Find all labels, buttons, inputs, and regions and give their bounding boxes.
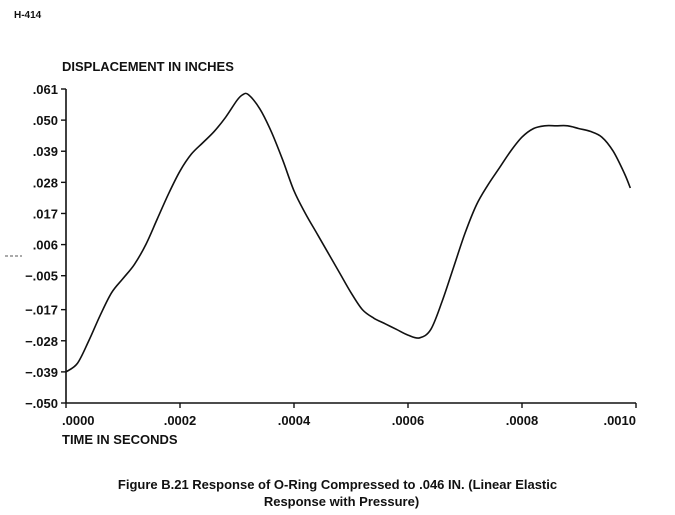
x-axis-title: TIME IN SECONDS: [62, 432, 178, 447]
series-group: [65, 92, 632, 373]
x-tick-label: .0000: [62, 413, 95, 428]
x-tick-label: .0010: [603, 413, 636, 428]
y-tick-label: .017: [33, 206, 58, 221]
figure-caption-line-2: Response with Pressure): [263, 494, 420, 509]
displacement-chart: DISPLACEMENT IN INCHES TIME IN SECONDS .…: [5, 59, 637, 447]
y-tick-label: .006: [33, 238, 58, 253]
y-tick-label: .061: [33, 82, 58, 97]
y-tick-label: −.039: [25, 365, 58, 380]
figure-caption-line-1: Figure B.21 Response of O-Ring Compresse…: [117, 477, 558, 492]
x-tick-label: .0004: [278, 413, 311, 428]
y-tick-label: −.017: [25, 303, 58, 318]
y-ticks: .061 .050 .039 .028 .017 .006 −.005 −.017 −.028 −…: [25, 82, 66, 411]
page-id: H-414: [14, 10, 42, 21]
x-tick-label: .0008: [506, 413, 539, 428]
y-axis-title: DISPLACEMENT IN INCHES: [62, 59, 234, 74]
x-tick-label: .0006: [392, 413, 425, 428]
displacement-series-line: [65, 92, 632, 373]
y-tick-label: .039: [33, 144, 58, 159]
x-tick-label: .0002: [164, 413, 197, 428]
y-tick-label: −.028: [25, 334, 58, 349]
y-tick-label: .050: [33, 113, 58, 128]
y-tick-label: .028: [33, 175, 58, 190]
y-tick-label: −.050: [25, 396, 58, 411]
y-tick-label: −.005: [25, 269, 58, 284]
x-ticks: .0000 .0002 .0004 .0006 .0008 .0010: [62, 403, 637, 428]
